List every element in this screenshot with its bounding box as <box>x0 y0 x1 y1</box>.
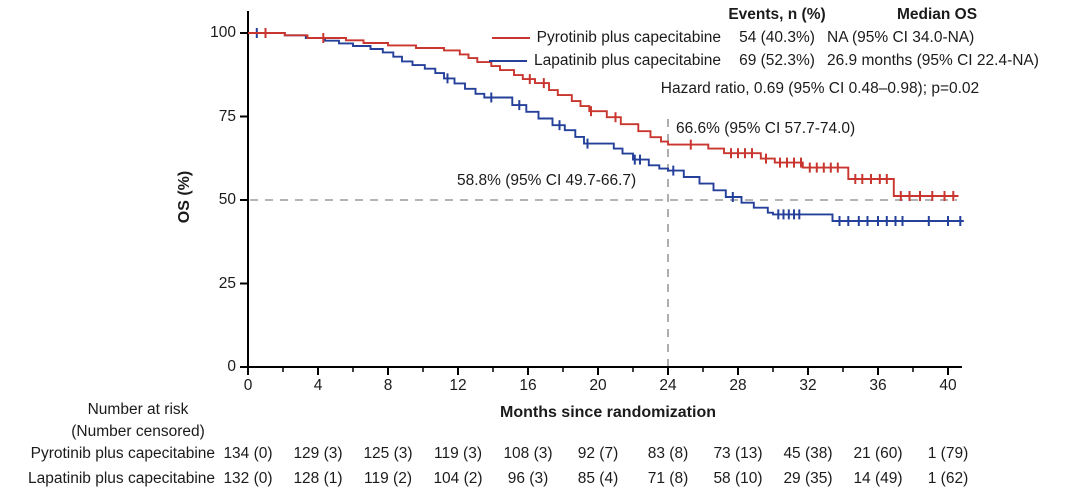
pyrotinib-survival-curve <box>248 32 959 197</box>
risk-value-lapatinib-month-20: 85 (4) <box>577 470 619 487</box>
x-tick-label: 40 <box>939 377 957 394</box>
risk-value-lapatinib-month-16: 96 (3) <box>507 470 549 487</box>
risk-table-title: Number at risk (Number censored) <box>48 399 228 443</box>
risk-value-pyrotinib-month-24: 83 (8) <box>647 445 689 462</box>
risk-value-pyrotinib-month-20: 92 (7) <box>577 445 619 462</box>
risk-value-pyrotinib-month-40: 1 (79) <box>927 445 969 462</box>
risk-value-lapatinib-month-8: 119 (2) <box>364 470 412 487</box>
risk-value-pyrotinib-month-4: 129 (3) <box>293 445 343 462</box>
risk-value-pyrotinib-month-0: 134 (0) <box>223 445 273 462</box>
annotation-lapatinib-24mo: 58.8% (95% CI 49.7-66.7) <box>457 172 637 189</box>
y-tick-label: 75 <box>218 107 236 125</box>
x-tick-label: 12 <box>449 377 467 394</box>
y-axis-title: OS (%) <box>176 170 193 224</box>
y-tick-label: 100 <box>210 24 236 41</box>
pyrotinib-events-value: 54 (40.3%) <box>739 28 815 46</box>
risk-value-pyrotinib-month-8: 125 (3) <box>363 445 413 462</box>
risk-value-lapatinib-month-40: 1 (62) <box>927 470 969 487</box>
risk-value-lapatinib-month-4: 128 (1) <box>293 470 343 487</box>
lapatinib-survival-curve <box>248 32 964 222</box>
annotation-pyrotinib-24mo: 66.6% (95% CI 57.7-74.0) <box>676 120 856 137</box>
risk-value-lapatinib-month-0: 132 (0) <box>223 470 273 487</box>
events-column-header: Events, n (%) <box>728 5 826 23</box>
risk-value-pyrotinib-month-12: 119 (3) <box>434 445 482 462</box>
x-tick-label: 28 <box>729 377 747 394</box>
y-tick-label: 50 <box>218 191 236 208</box>
legend-item-lapatinib: Lapatinib plus capecitabine <box>485 52 727 70</box>
x-tick-label: 24 <box>659 377 677 394</box>
risk-value-lapatinib-month-32: 29 (35) <box>783 470 833 487</box>
risk-row-label-pyrotinib: Pyrotinib plus capecitabine <box>30 445 215 462</box>
risk-value-lapatinib-month-28: 58 (10) <box>713 470 763 487</box>
x-tick-label: 20 <box>589 377 607 394</box>
pyrotinib-median-os-value: NA (95% CI 34.0-NA) <box>827 28 975 46</box>
legend-label: Lapatinib plus capecitabine <box>534 51 721 69</box>
risk-table-title-line1: Number at risk <box>87 401 189 418</box>
hazard-ratio-text: Hazard ratio, 0.69 (95% CI 0.48–0.98); p… <box>660 80 980 97</box>
risk-value-pyrotinib-month-32: 45 (38) <box>783 445 833 462</box>
risk-value-lapatinib-month-24: 71 (8) <box>647 470 689 487</box>
risk-value-pyrotinib-month-16: 108 (3) <box>503 445 553 462</box>
x-tick-label: 32 <box>799 377 817 394</box>
x-tick-label: 0 <box>243 377 253 394</box>
x-tick-label: 36 <box>869 377 887 394</box>
legend-item-pyrotinib: Pyrotinib plus capecitabine <box>485 29 727 47</box>
lapatinib-median-os-value: 26.9 months (95% CI 22.4-NA) <box>827 51 1039 69</box>
legend: Events, n (%) Median OS Pyrotinib plus c… <box>485 3 1047 72</box>
median-os-column-header: Median OS <box>896 5 978 23</box>
risk-row-label-lapatinib: Lapatinib plus capecitabine <box>28 470 215 487</box>
x-tick-label: 16 <box>519 377 537 394</box>
y-tick-label: 25 <box>218 274 236 292</box>
lapatinib-events-value: 69 (52.3%) <box>739 51 815 69</box>
lapatinib-line-swatch <box>489 59 527 62</box>
risk-value-lapatinib-month-12: 104 (2) <box>433 470 483 487</box>
risk-value-lapatinib-month-36: 14 (49) <box>853 470 903 487</box>
x-tick-label: 8 <box>383 377 393 394</box>
risk-table-title-line2: (Number censored) <box>71 423 205 440</box>
x-axis-title: Months since randomization <box>499 404 716 421</box>
risk-value-pyrotinib-month-36: 21 (60) <box>853 445 903 462</box>
risk-value-pyrotinib-month-28: 73 (13) <box>713 445 763 462</box>
x-tick-label: 4 <box>313 377 323 394</box>
legend-label: Pyrotinib plus capecitabine <box>536 28 721 46</box>
y-tick-label: 0 <box>227 358 236 375</box>
pyrotinib-line-swatch <box>491 36 530 39</box>
